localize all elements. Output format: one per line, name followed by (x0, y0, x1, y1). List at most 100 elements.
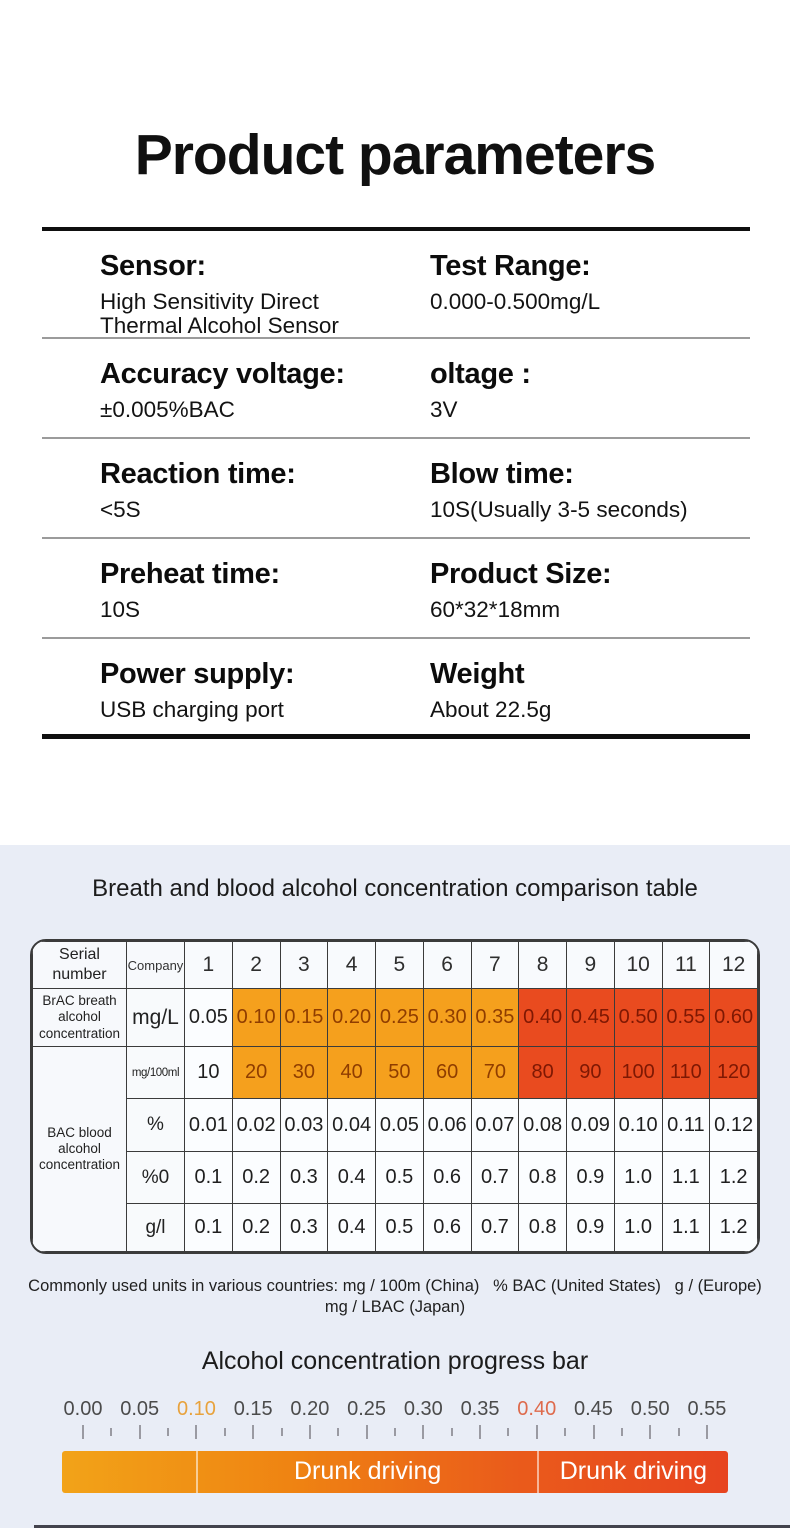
spec-value: 0.000-0.500mg/L (430, 288, 601, 314)
scale-label: 0.05 (120, 1397, 160, 1420)
major-tick (138, 1424, 141, 1439)
table-row: BrAC breath alcohol concentration mg/L 0.0… (32, 988, 758, 1047)
spec-row-accuracy: Accuracy voltage: ±0.005%BAC oltage : 3V (42, 339, 750, 439)
minor-tick (507, 1427, 510, 1436)
spec-value: About 22.5g (430, 696, 552, 722)
spec-row-power: Power supply: USB charging port Weight A… (42, 639, 750, 739)
scale-label: 0.30 (403, 1397, 443, 1420)
spec-label: oltage : (430, 358, 531, 390)
value-cell: 0.3 (279, 1203, 329, 1252)
spec-cell-test-range: Test Range: 0.000-0.500mg/L (430, 250, 750, 337)
value-cell: 10 (184, 1046, 233, 1099)
value-cell: 120 (709, 1046, 758, 1099)
minor-tick (110, 1427, 113, 1436)
progress-scale-area: 0.00 0.05 0.10 0.15 0.20 0.25 0.30 0.35 0.40 0.45… (62, 1398, 728, 1493)
spec-cell-accuracy: Accuracy voltage: ±0.005%BAC (100, 358, 430, 437)
spec-cell-sensor: Sensor: High Sensitivity Direct Thermal … (100, 250, 430, 337)
value-cell: 0.04 (327, 1098, 376, 1152)
spec-value: 10S(Usually 3-5 seconds) (430, 496, 688, 522)
value-cell: 0.02 (231, 1098, 281, 1152)
scale-ticks (62, 1424, 728, 1445)
value-cell: 0.40 (518, 988, 567, 1047)
value-cell: 110 (661, 1046, 711, 1099)
progress-heading: Alcohol concentration progress bar (201, 1346, 589, 1375)
value-cell: 0.05 (375, 1098, 424, 1152)
major-tick (706, 1424, 708, 1439)
value-cell: 30 (279, 1046, 329, 1099)
value-cell: 0.05 (184, 988, 233, 1047)
value-cell: 0.1 (184, 1203, 233, 1252)
unit-cell: % (126, 1098, 185, 1152)
serial-number-cell: 5 (375, 941, 424, 989)
value-cell: 0.20 (327, 988, 376, 1047)
value-cell: 0.6 (422, 1151, 472, 1204)
serial-number-cell: 7 (470, 941, 520, 989)
value-cell: 0.06 (422, 1098, 472, 1152)
comparison-table-body: Serial number Company 1 2 3 4 5 6 7 8 9 10 11 12 BrAC … (32, 941, 758, 1252)
spec-cell-blow-time: Blow time: 10S(Usually 3-5 seconds) (430, 458, 750, 537)
value-cell: 0.15 (279, 988, 329, 1047)
value-cell: 100 (613, 1046, 663, 1099)
value-cell: 0.25 (375, 988, 424, 1047)
serial-number-cell: 6 (422, 941, 472, 989)
unit-cell: mg/100ml (126, 1046, 185, 1099)
scale-label: 0.55 (687, 1397, 727, 1420)
value-cell: 0.60 (709, 988, 758, 1047)
major-tick (422, 1424, 425, 1439)
value-cell: 1.2 (709, 1203, 758, 1252)
value-cell: 0.12 (709, 1098, 758, 1152)
value-cell: 0.55 (661, 988, 711, 1047)
serial-number-cell: 1 (184, 941, 233, 989)
spec-label: Test Range: (430, 250, 591, 282)
bar-segment (62, 1451, 196, 1493)
spec-cell-reaction-time: Reaction time: <5S (100, 458, 430, 537)
units-note-line1: Commonly used units in various countries… (28, 1277, 762, 1295)
serial-number-cell: 11 (661, 941, 711, 989)
value-cell: 0.10 (231, 988, 281, 1047)
scale-label: 0.45 (574, 1397, 613, 1420)
major-tick (195, 1424, 198, 1439)
unit-cell: %0 (126, 1151, 185, 1204)
spec-value: USB charging port (100, 696, 284, 722)
value-cell: 80 (518, 1046, 567, 1099)
scale-label: 0.35 (460, 1397, 500, 1420)
major-tick (592, 1424, 595, 1439)
minor-tick (167, 1427, 170, 1436)
major-tick (308, 1424, 311, 1439)
progress-bar: Drunk driving Drunk driving (62, 1450, 728, 1493)
value-cell: 0.45 (566, 988, 615, 1047)
value-cell: 0.10 (613, 1098, 663, 1152)
minor-tick (394, 1427, 396, 1436)
scale-label: 0.25 (347, 1397, 387, 1420)
scale-label: 0.00 (63, 1397, 103, 1420)
major-tick (252, 1424, 255, 1439)
units-note-line2: mg / LBAC (Japan) (324, 1298, 466, 1317)
table-row: BAC blood alcohol concentration mg/100ml 1… (32, 1046, 758, 1252)
spec-cell-preheat-time: Preheat time: 10S (100, 558, 430, 637)
spec-row-reaction: Reaction time: <5S Blow time: 10S(Usuall… (42, 439, 750, 539)
comparison-heading: Breath and blood alcohol concentration c… (92, 875, 698, 902)
major-tick (479, 1424, 482, 1439)
serial-number-cell: 9 (566, 941, 615, 989)
value-cell: 1.0 (613, 1203, 663, 1252)
value-cell: 0.4 (327, 1203, 376, 1252)
spec-label: Preheat time: (100, 558, 280, 590)
spec-cell-voltage: oltage : 3V (430, 358, 750, 437)
value-cell: 0.30 (422, 988, 472, 1047)
minor-tick (450, 1427, 453, 1436)
scale-label: 0.20 (290, 1397, 330, 1420)
major-tick (82, 1424, 84, 1439)
comparison-table: Serial number Company 1 2 3 4 5 6 7 8 9 10 11 12 BrAC … (32, 941, 758, 1252)
value-cell: 0.11 (661, 1098, 711, 1152)
value-cell: 0.6 (422, 1203, 472, 1252)
serial-number-cell: 2 (231, 941, 281, 989)
major-tick (535, 1424, 538, 1439)
table-row: %0 0.1 0.2 0.3 0.4 0.5 0.6 0.7 0.8 0.9 1.0 1.1 1.2 (33, 1151, 758, 1204)
scale-label: 0.10 (176, 1397, 216, 1420)
value-cell: 60 (422, 1046, 472, 1099)
value-cell: 1.0 (613, 1151, 663, 1204)
minor-tick (280, 1427, 283, 1436)
value-cell: 0.08 (518, 1098, 567, 1152)
spec-value: 3V (430, 396, 458, 422)
